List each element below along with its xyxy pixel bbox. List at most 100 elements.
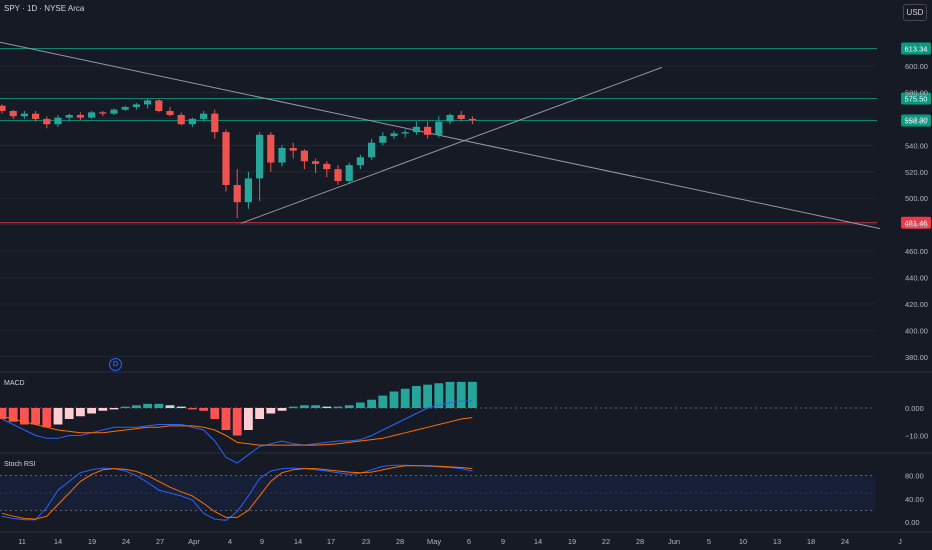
- time-tick-label: 6: [467, 537, 471, 546]
- stoch-tick-label: 40.00: [905, 495, 924, 504]
- candle-body: [424, 126, 432, 135]
- candle-body: [334, 169, 342, 182]
- candle-body: [356, 157, 364, 166]
- stoch-tick-label: 0.00: [905, 518, 920, 527]
- candle-body: [446, 114, 454, 122]
- time-tick-label: 19: [88, 537, 96, 546]
- time-tick-label: 14: [534, 537, 542, 546]
- macd-tick-label: −10.00: [905, 432, 928, 441]
- macd-histogram-bar: [232, 408, 242, 436]
- candle-body: [390, 133, 398, 137]
- macd-histogram-bar: [143, 403, 152, 408]
- macd-histogram-bar: [0, 408, 7, 419]
- time-tick-label: 18: [807, 537, 815, 546]
- candle-body: [211, 113, 219, 133]
- candle-body: [88, 112, 96, 118]
- time-tick-label: 9: [501, 537, 505, 546]
- trendlines[interactable]: [0, 41, 881, 230]
- price-levels[interactable]: 613.34 575.50 558.80 481.46: [0, 42, 931, 229]
- price-level-tag: [901, 92, 931, 105]
- macd-histogram-bar: [445, 381, 455, 408]
- candle-body: [244, 178, 252, 203]
- candle-body: [300, 150, 308, 162]
- macd-histogram-bar: [277, 408, 287, 411]
- time-tick-label: 23: [362, 537, 370, 546]
- price-tick-label: 480.00: [905, 221, 928, 230]
- ascending-trendline: [240, 66, 663, 224]
- candle-body: [379, 136, 387, 143]
- candle-body: [155, 100, 163, 111]
- candle-body: [9, 111, 17, 117]
- price-tick-label: 420.00: [905, 300, 928, 309]
- pane-backgrounds: [0, 371, 932, 533]
- macd-histogram-bar: [165, 405, 175, 408]
- macd-histogram-bar: [199, 408, 208, 411]
- macd-histogram-bar: [412, 386, 421, 408]
- macd-histogram-bar: [389, 391, 399, 408]
- macd-histogram-bar: [468, 381, 477, 408]
- candle-body: [132, 104, 140, 108]
- price-tick-label: 500.00: [905, 194, 928, 203]
- time-tick-label: 13: [773, 537, 781, 546]
- macd-histogram-bar: [210, 408, 220, 419]
- macd-histogram-bar: [311, 405, 320, 408]
- time-tick-label: Jun: [668, 537, 680, 546]
- stoch-k-line: [1, 464, 473, 521]
- time-tick-label: 24: [122, 537, 130, 546]
- time-tick-label: 17: [327, 537, 335, 546]
- time-tick-label: 28: [396, 537, 404, 546]
- macd-histogram-bar: [64, 408, 74, 419]
- macd-histogram-bar: [378, 395, 388, 408]
- macd-histogram-bar: [154, 403, 164, 408]
- macd-histogram-bar: [266, 408, 276, 414]
- price-tick-label: 540.00: [905, 141, 928, 150]
- candle-body: [435, 121, 443, 135]
- macd-histogram-bar: [367, 399, 376, 408]
- chart-title: SPY · 1D · NYSE Arca: [4, 4, 85, 13]
- candle-body: [32, 113, 40, 119]
- candle-body: [188, 118, 196, 125]
- time-tick-label: 19: [568, 537, 576, 546]
- currency-button[interactable]: USD: [903, 4, 927, 21]
- time-tick-label: 14: [54, 537, 62, 546]
- macd-histogram-bar: [288, 406, 298, 408]
- time-tick-label: Apr: [188, 537, 200, 546]
- macd-histogram-bar: [8, 408, 18, 422]
- price-level-tag: [901, 216, 931, 229]
- candle-body: [200, 113, 208, 119]
- price-tick-label: 520.00: [905, 168, 928, 177]
- price-level-label: 481.46: [905, 219, 928, 228]
- price-tick-label: 600.00: [905, 62, 928, 71]
- dividend-event-icon[interactable]: D: [109, 358, 122, 371]
- candle-body: [144, 100, 152, 105]
- time-tick-label: 4: [228, 537, 232, 546]
- time-tick-label: 24: [841, 537, 849, 546]
- macd-indicator: [0, 381, 477, 464]
- macd-histogram-bar: [20, 408, 29, 425]
- descending-trendline: [0, 41, 881, 230]
- macd-label: MACD: [4, 380, 25, 387]
- candle-body: [166, 111, 174, 115]
- candle-body: [345, 165, 353, 182]
- macd-histogram-bar: [423, 384, 432, 408]
- macd-line: [1, 400, 473, 464]
- time-tick-label: 5: [707, 537, 711, 546]
- candle-body: [468, 118, 476, 121]
- stoch-d-line: [1, 465, 473, 520]
- macd-histogram-bar: [333, 406, 343, 408]
- candle-body: [99, 112, 107, 114]
- candle-body: [289, 148, 297, 151]
- time-tick-label: 9: [260, 537, 264, 546]
- macd-histogram-bar: [344, 405, 354, 408]
- candle-body: [412, 126, 420, 133]
- candle-body: [121, 107, 129, 110]
- candle-body: [177, 114, 185, 125]
- macd-histogram-bar: [300, 405, 309, 408]
- price-tick-label: 440.00: [905, 274, 928, 283]
- price-level-label: 575.50: [905, 94, 928, 103]
- macd-histogram-bar: [31, 408, 40, 425]
- macd-tick-label: 0.000: [905, 404, 924, 413]
- candle-body: [222, 132, 230, 185]
- price-tick-label: 580.00: [905, 89, 928, 98]
